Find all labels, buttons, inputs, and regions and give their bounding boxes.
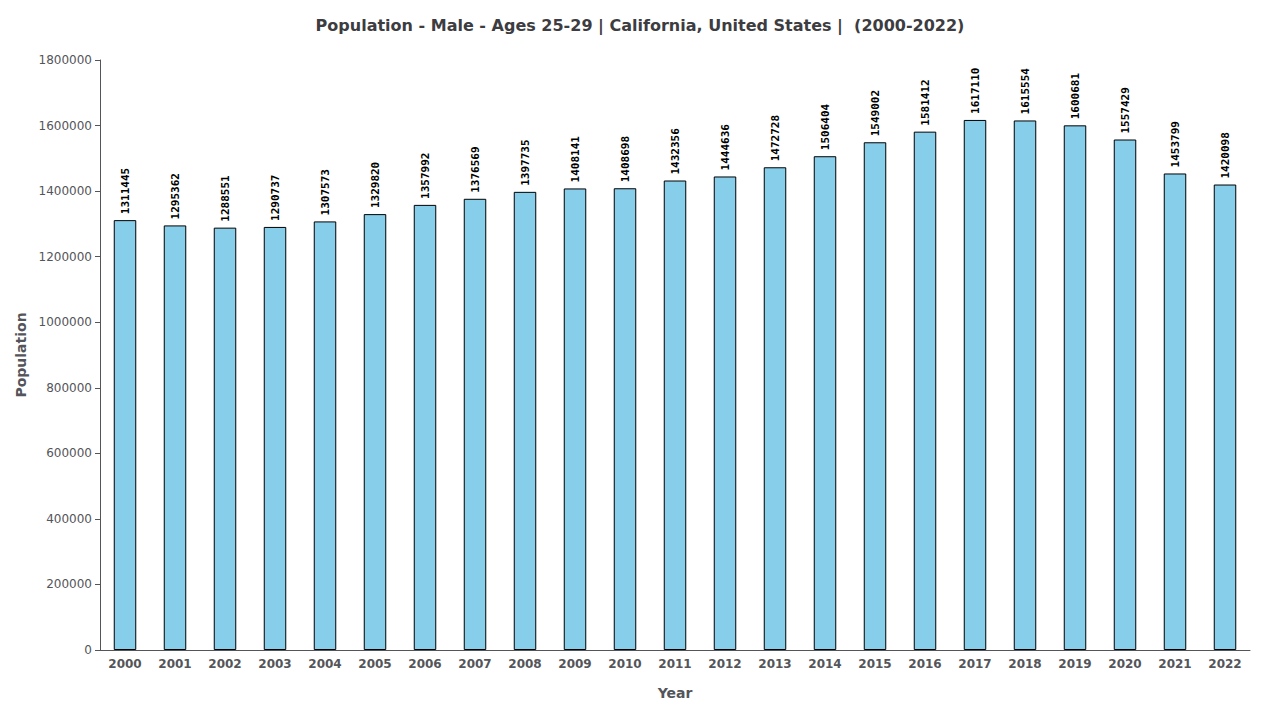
svg-text:800000: 800000 — [46, 381, 92, 395]
svg-text:2020: 2020 — [1108, 657, 1141, 671]
svg-text:1800000: 1800000 — [39, 53, 92, 67]
svg-text:1444636: 1444636 — [719, 124, 732, 171]
svg-text:1295362: 1295362 — [169, 173, 182, 219]
svg-text:2016: 2016 — [908, 657, 941, 671]
svg-text:2003: 2003 — [258, 657, 291, 671]
svg-text:1600000: 1600000 — [39, 119, 92, 133]
svg-text:1581412: 1581412 — [919, 79, 932, 125]
svg-text:2010: 2010 — [608, 657, 641, 671]
svg-text:Population: Population — [13, 312, 29, 397]
svg-text:2021: 2021 — [1158, 657, 1191, 671]
svg-text:1557429: 1557429 — [1119, 87, 1132, 133]
svg-text:1000000: 1000000 — [39, 315, 92, 329]
svg-text:200000: 200000 — [46, 577, 92, 591]
svg-text:1617110: 1617110 — [969, 68, 982, 114]
svg-text:1400000: 1400000 — [39, 184, 92, 198]
svg-text:2002: 2002 — [208, 657, 241, 671]
svg-text:2011: 2011 — [658, 657, 691, 671]
svg-text:2000: 2000 — [108, 657, 141, 671]
svg-text:1288551: 1288551 — [219, 175, 232, 222]
svg-text:1311445: 1311445 — [119, 168, 132, 214]
svg-text:2004: 2004 — [308, 657, 341, 671]
svg-text:2022: 2022 — [1208, 657, 1241, 671]
svg-text:2018: 2018 — [1008, 657, 1041, 671]
svg-text:1200000: 1200000 — [39, 250, 92, 264]
svg-text:1408141: 1408141 — [569, 136, 582, 183]
svg-text:1615554: 1615554 — [1019, 68, 1032, 115]
svg-text:Population - Male - Ages 25-29: Population - Male - Ages 25-29 | Califor… — [316, 16, 965, 36]
svg-text:600000: 600000 — [46, 446, 92, 460]
svg-text:2013: 2013 — [758, 657, 791, 671]
svg-text:1549002: 1549002 — [869, 90, 882, 136]
svg-text:2012: 2012 — [708, 657, 741, 671]
svg-text:2017: 2017 — [958, 657, 991, 671]
svg-text:1408698: 1408698 — [619, 136, 632, 182]
svg-text:400000: 400000 — [46, 512, 92, 526]
svg-text:2007: 2007 — [458, 657, 491, 671]
svg-text:2009: 2009 — [558, 657, 591, 671]
svg-text:2006: 2006 — [408, 657, 441, 671]
svg-text:1506404: 1506404 — [819, 103, 832, 150]
svg-text:1453799: 1453799 — [1169, 121, 1182, 167]
svg-text:0: 0 — [84, 643, 92, 657]
svg-text:1290737: 1290737 — [269, 175, 282, 221]
svg-text:2008: 2008 — [508, 657, 541, 671]
svg-text:1472728: 1472728 — [769, 115, 782, 161]
svg-text:1357992: 1357992 — [419, 153, 432, 199]
svg-text:2019: 2019 — [1058, 657, 1091, 671]
svg-text:1432356: 1432356 — [669, 128, 682, 175]
svg-text:1307573: 1307573 — [319, 169, 332, 215]
svg-text:Year: Year — [657, 685, 693, 701]
svg-text:2005: 2005 — [358, 657, 391, 671]
svg-text:1420098: 1420098 — [1219, 132, 1232, 178]
svg-text:2001: 2001 — [158, 657, 191, 671]
svg-text:1376569: 1376569 — [469, 146, 482, 192]
svg-text:1397735: 1397735 — [519, 139, 532, 185]
svg-text:2014: 2014 — [808, 657, 841, 671]
svg-text:1600681: 1600681 — [1069, 73, 1082, 120]
svg-text:2015: 2015 — [858, 657, 891, 671]
svg-text:1329820: 1329820 — [369, 162, 382, 208]
